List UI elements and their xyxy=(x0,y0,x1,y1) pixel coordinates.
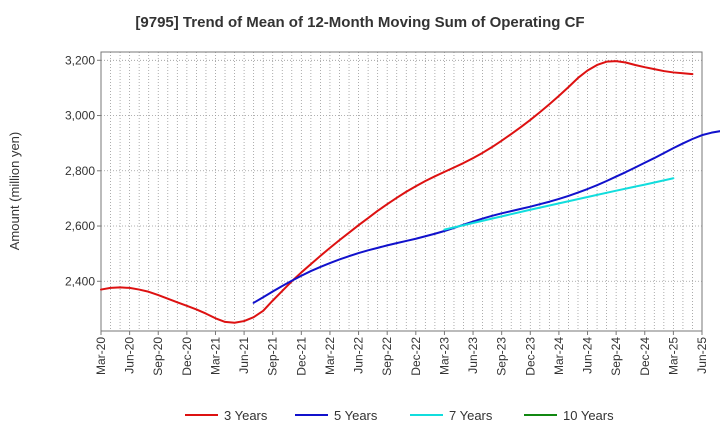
series-line-3-years xyxy=(100,60,694,324)
x-tick-label: Sep-23 xyxy=(495,337,509,376)
y-tick-label: 3,200 xyxy=(65,53,95,67)
x-tick-label: Mar-23 xyxy=(437,337,451,375)
legend-label: 3 Years xyxy=(224,408,268,423)
legend-label: 7 Years xyxy=(449,408,493,423)
series-line-5-years xyxy=(252,130,720,304)
x-tick-label: Dec-21 xyxy=(294,337,308,376)
series-lines xyxy=(100,60,720,324)
chart-title: [9795] Trend of Mean of 12-Month Moving … xyxy=(135,14,585,31)
x-tick-label: Dec-24 xyxy=(638,337,652,376)
legend-label: 5 Years xyxy=(334,408,378,423)
x-tick-label: Jun-24 xyxy=(581,337,595,374)
x-tick-label: Dec-20 xyxy=(180,337,194,376)
x-tick-label: Jun-25 xyxy=(695,337,709,374)
plot-frame xyxy=(100,51,703,332)
x-tick-label: Mar-25 xyxy=(666,337,680,375)
legend-label: 10 Years xyxy=(563,408,614,423)
legend: 3 Years 5 Years 7 Years 10 Years xyxy=(185,408,614,423)
x-tick-label: Mar-20 xyxy=(94,337,108,375)
y-tick-label: 2,800 xyxy=(65,164,95,178)
x-axis-ticks: Mar-20 Jun-20 Sep-20 Dec-20 Mar-21 Jun-21 Sep-… xyxy=(94,331,709,376)
x-tick-label: Mar-21 xyxy=(208,337,222,375)
x-tick-label: Dec-23 xyxy=(523,337,537,376)
y-tick-label: 2,400 xyxy=(65,274,95,288)
x-tick-label: Jun-20 xyxy=(123,337,137,374)
x-tick-label: Sep-24 xyxy=(609,337,623,376)
grid-lines xyxy=(101,52,702,331)
x-tick-label: Jun-23 xyxy=(466,337,480,374)
y-axis-label: Amount (million yen) xyxy=(7,132,22,251)
x-tick-label: Sep-22 xyxy=(380,337,394,376)
y-tick-label: 2,600 xyxy=(65,219,95,233)
x-tick-label: Mar-22 xyxy=(323,337,337,375)
x-tick-label: Sep-21 xyxy=(266,337,280,376)
x-tick-label: Jun-21 xyxy=(237,337,251,374)
series-line-7-years xyxy=(443,177,675,231)
x-tick-label: Mar-24 xyxy=(552,337,566,375)
x-tick-label: Jun-22 xyxy=(352,337,366,374)
y-tick-label: 3,000 xyxy=(65,109,95,123)
x-tick-label: Sep-20 xyxy=(151,337,165,376)
x-tick-label: Dec-22 xyxy=(409,337,423,376)
y-axis-ticks: 2,400 2,600 2,800 3,000 3,200 xyxy=(65,53,101,288)
